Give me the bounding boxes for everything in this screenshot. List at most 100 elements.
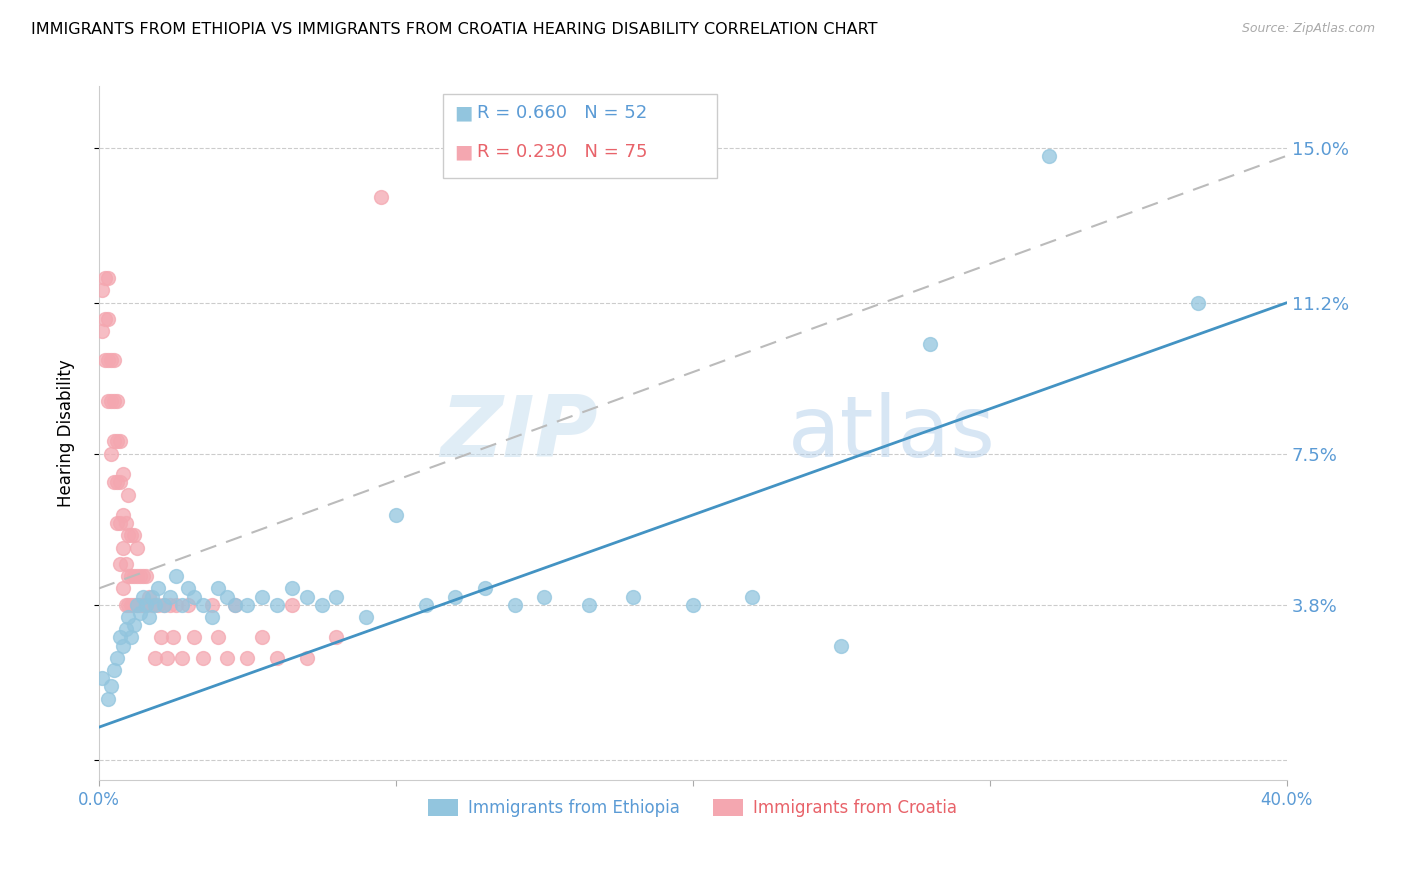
Text: ZIP: ZIP	[440, 392, 598, 475]
Point	[127, 541, 149, 555]
Point	[533, 590, 555, 604]
Point	[100, 447, 122, 461]
Point	[121, 569, 143, 583]
Point	[295, 650, 318, 665]
Point	[224, 598, 246, 612]
Point	[117, 487, 139, 501]
Point	[111, 582, 134, 596]
Point	[111, 541, 134, 555]
Point	[165, 598, 187, 612]
Point	[124, 569, 146, 583]
Point	[370, 189, 392, 203]
Point	[97, 312, 120, 326]
Point	[236, 650, 259, 665]
Point	[503, 598, 526, 612]
Point	[124, 528, 146, 542]
Text: R = 0.230   N = 75: R = 0.230 N = 75	[477, 143, 647, 161]
Point	[143, 598, 166, 612]
Point	[156, 650, 179, 665]
Point	[90, 671, 112, 685]
Point	[1038, 149, 1060, 163]
Point	[129, 606, 152, 620]
Text: ■: ■	[454, 142, 472, 161]
Point	[124, 598, 146, 612]
Point	[135, 598, 157, 612]
Point	[135, 598, 157, 612]
Point	[281, 582, 304, 596]
Point	[266, 598, 288, 612]
Point	[207, 582, 229, 596]
Point	[250, 590, 273, 604]
Point	[97, 393, 120, 408]
Point	[623, 590, 645, 604]
Text: Source: ZipAtlas.com: Source: ZipAtlas.com	[1241, 22, 1375, 36]
Point	[201, 610, 224, 624]
Point	[105, 434, 128, 449]
Point	[148, 582, 170, 596]
Point	[132, 569, 155, 583]
Point	[682, 598, 704, 612]
Point	[153, 598, 176, 612]
Point	[325, 590, 347, 604]
Point	[385, 508, 408, 522]
Point	[93, 352, 115, 367]
Point	[141, 590, 163, 604]
Point	[159, 598, 181, 612]
Point	[311, 598, 333, 612]
Point	[127, 598, 149, 612]
Text: ■: ■	[454, 103, 472, 123]
Point	[132, 598, 155, 612]
Point	[108, 434, 131, 449]
Point	[132, 590, 155, 604]
Point	[108, 516, 131, 530]
Point	[281, 598, 304, 612]
Point	[215, 590, 238, 604]
Point	[325, 631, 347, 645]
Point	[100, 680, 122, 694]
Point	[201, 598, 224, 612]
Point	[111, 639, 134, 653]
Point	[143, 650, 166, 665]
Point	[162, 631, 184, 645]
Point	[117, 598, 139, 612]
Point	[578, 598, 600, 612]
Point	[97, 271, 120, 285]
Point	[191, 598, 214, 612]
Point	[148, 598, 170, 612]
Point	[183, 590, 205, 604]
Point	[105, 516, 128, 530]
Point	[741, 590, 763, 604]
Point	[114, 516, 136, 530]
Point	[153, 598, 176, 612]
Point	[138, 610, 160, 624]
Point	[170, 650, 193, 665]
Point	[103, 434, 125, 449]
Point	[97, 691, 120, 706]
Text: R = 0.660   N = 52: R = 0.660 N = 52	[477, 104, 647, 122]
Point	[127, 598, 149, 612]
Point	[111, 467, 134, 482]
Point	[117, 610, 139, 624]
Point	[159, 590, 181, 604]
Point	[117, 528, 139, 542]
Point	[100, 352, 122, 367]
Point	[170, 598, 193, 612]
Point	[93, 271, 115, 285]
Y-axis label: Hearing Disability: Hearing Disability	[58, 359, 75, 508]
Point	[177, 582, 200, 596]
Point	[121, 598, 143, 612]
Point	[108, 557, 131, 571]
Point	[474, 582, 496, 596]
Text: atlas: atlas	[787, 392, 995, 475]
Point	[108, 631, 131, 645]
Point	[415, 598, 437, 612]
Point	[121, 631, 143, 645]
Point	[103, 475, 125, 490]
Point	[105, 475, 128, 490]
Point	[150, 631, 173, 645]
Point	[117, 569, 139, 583]
Point	[114, 598, 136, 612]
Point	[177, 598, 200, 612]
Point	[215, 650, 238, 665]
Point	[444, 590, 467, 604]
